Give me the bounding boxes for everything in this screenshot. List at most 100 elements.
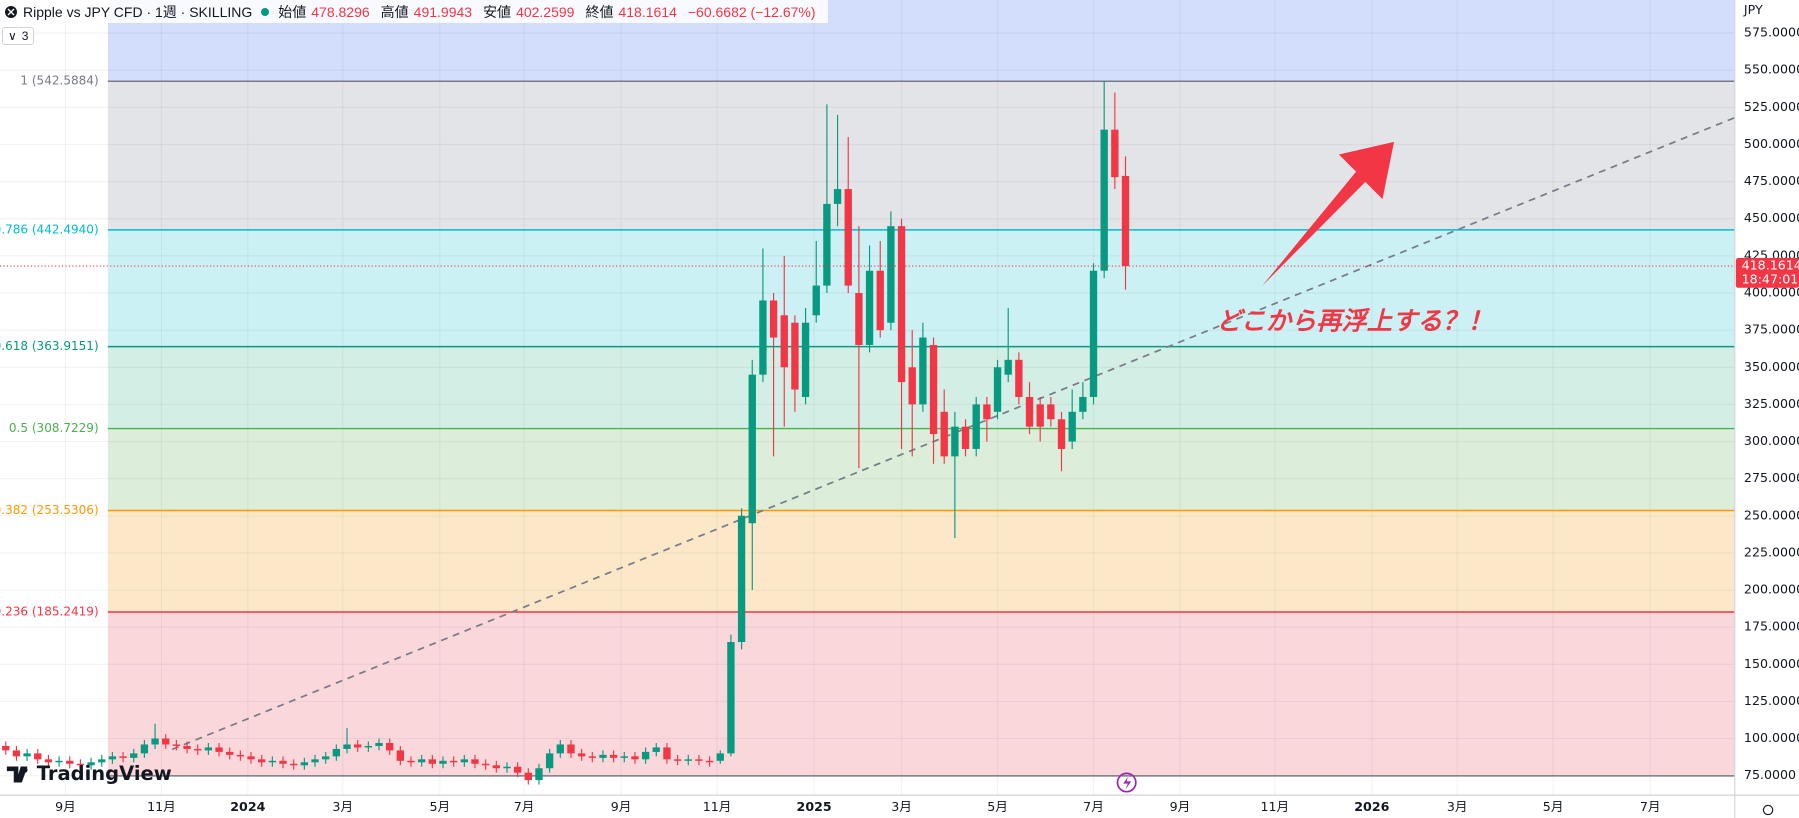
x-tick-label: 5月 — [987, 799, 1008, 814]
x-tick-label: 11月 — [703, 799, 732, 814]
candle-body — [66, 760, 74, 764]
candle-body — [215, 747, 223, 752]
candle-body — [108, 756, 117, 760]
candle-body — [140, 744, 149, 754]
symbol-title[interactable]: Ripple vs JPY CFD · 1週 · SKILLING — [23, 3, 253, 20]
event-icon[interactable] — [1116, 772, 1137, 793]
candle-body — [449, 760, 458, 763]
x-tick-label: 9月 — [611, 799, 632, 814]
price-axis — [1734, 0, 1799, 818]
candle-body — [279, 760, 287, 764]
candle-body — [705, 760, 714, 763]
indicator-toggle[interactable]: ∨ 3 — [2, 27, 35, 45]
candle-body — [577, 753, 586, 757]
chevron: ∨ — [8, 29, 17, 43]
candle-body — [844, 189, 852, 286]
candle-body — [567, 744, 575, 754]
trend-line — [171, 116, 1735, 751]
candle-body — [172, 744, 181, 746]
candle-body — [951, 426, 959, 457]
ohlc-value: 402.2599 — [516, 3, 575, 20]
candle-body — [343, 744, 351, 749]
candle-body — [545, 753, 554, 769]
y-tick-label: 550.0000 — [1744, 62, 1799, 77]
x-tick-label: 7月 — [1640, 799, 1661, 814]
fib-label: 0.5 (308.7229) — [9, 421, 99, 435]
ohlc-value: 418.1614 — [618, 3, 677, 20]
candle-body — [1057, 419, 1066, 449]
candle-body — [332, 748, 341, 757]
candle-body — [12, 750, 21, 757]
candle-body — [940, 411, 948, 457]
annotation: どこから再浮上する？！ — [1216, 307, 1493, 336]
fib-band — [107, 229, 1735, 347]
x-tick-label: 2025 — [797, 799, 832, 814]
fib-band — [107, 611, 1735, 776]
logo-text: TradingView — [37, 762, 172, 785]
y-tick-label: 100.0000 — [1744, 730, 1799, 745]
y-tick-label: 475.0000 — [1744, 173, 1799, 188]
candle-body — [300, 762, 309, 766]
candle-body — [1004, 359, 1012, 375]
candle-body — [247, 756, 255, 760]
candle-body — [1015, 359, 1023, 397]
arrow — [1262, 141, 1394, 287]
candle-body — [98, 759, 106, 763]
y-tick-label: 450.0000 — [1744, 210, 1799, 225]
y-tick-label: 400.0000 — [1744, 285, 1799, 300]
x-tick-label: 7月 — [514, 799, 535, 814]
x-tick-label: 2026 — [1354, 799, 1389, 814]
candle-body — [620, 756, 628, 758]
candle-body — [87, 762, 95, 766]
candle-body — [823, 203, 831, 286]
candle-body — [183, 745, 191, 749]
fib-band — [107, 510, 1735, 612]
fib-label: 0.618 (363.9151) — [0, 339, 99, 353]
candle-body — [236, 754, 245, 757]
legend-header: Ripple vs JPY CFD · 1週 · SKILLING 始値 478.… — [0, 0, 828, 23]
y-tick-label: 150.0000 — [1744, 656, 1799, 671]
candle-body — [385, 742, 394, 751]
candle-body — [1047, 404, 1055, 420]
x-tick-label: 3月 — [891, 799, 912, 814]
x-tick-label: 2024 — [230, 799, 265, 814]
countdown: 18:47:01 — [1742, 271, 1799, 286]
change: −60.6682 (−12.67%) — [687, 3, 816, 20]
candle-body — [535, 768, 543, 781]
candle-body — [1025, 396, 1034, 427]
candle-body — [897, 226, 906, 383]
candle-body — [663, 747, 671, 760]
candle-body — [194, 748, 202, 751]
x-tick-label: 5月 — [1543, 799, 1564, 814]
candle-body — [599, 754, 607, 758]
settings-icon[interactable] — [1762, 804, 1774, 816]
candle-body — [641, 751, 650, 760]
candle-body — [993, 367, 1002, 412]
fib-label: 0.382 (253.5306) — [0, 503, 99, 517]
y-tick-label: 225.0000 — [1744, 544, 1799, 559]
candle-body — [887, 226, 895, 323]
x-tick-label: 3月 — [332, 799, 353, 814]
logo: TradingView — [6, 762, 172, 785]
candle-body — [652, 747, 660, 752]
candle-body — [44, 759, 53, 763]
candle-body — [727, 642, 735, 754]
time-axis — [0, 795, 1799, 818]
x-tick-label: 11月 — [1260, 799, 1289, 814]
x-tick-label: 5月 — [429, 799, 450, 814]
currency: JPY — [1743, 2, 1763, 17]
x-tick-label: 9月 — [55, 799, 76, 814]
candle-body — [162, 738, 170, 745]
candle-body — [1089, 270, 1098, 397]
candle-body — [588, 756, 596, 758]
candle-body — [407, 760, 415, 763]
candle-body — [865, 270, 874, 345]
candle-body — [769, 300, 778, 338]
status-dot — [261, 7, 270, 16]
y-tick-label: 300.0000 — [1744, 433, 1799, 448]
fib-band — [107, 428, 1735, 511]
event-icon[interactable] — [1123, 776, 1132, 790]
candle-body — [311, 759, 319, 763]
